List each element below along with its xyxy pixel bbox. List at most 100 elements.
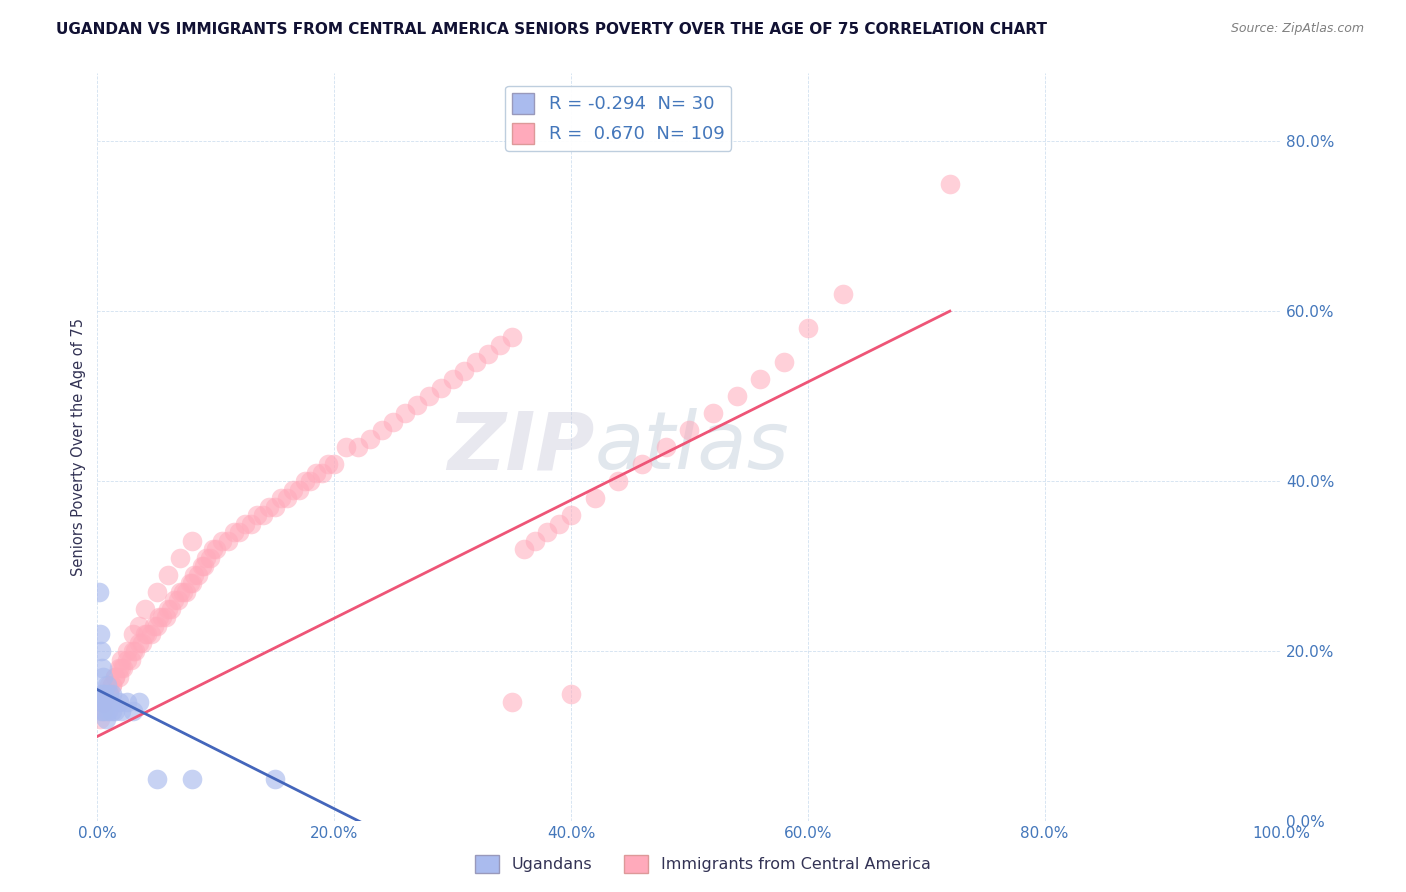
Point bbox=[347, 440, 370, 454]
Point bbox=[193, 559, 215, 574]
Point bbox=[100, 678, 122, 692]
Legend: Ugandans, Immigrants from Central America: Ugandans, Immigrants from Central Americ… bbox=[468, 848, 938, 880]
Text: atlas: atlas bbox=[595, 409, 789, 486]
Point bbox=[252, 508, 274, 523]
Point bbox=[96, 695, 118, 709]
Text: ZIP: ZIP bbox=[447, 409, 595, 486]
Point bbox=[536, 525, 558, 540]
Point bbox=[167, 593, 190, 607]
Point bbox=[107, 695, 129, 709]
Point bbox=[145, 584, 167, 599]
Point bbox=[939, 177, 962, 191]
Point bbox=[583, 491, 606, 506]
Point bbox=[134, 627, 156, 641]
Point bbox=[264, 500, 287, 514]
Point bbox=[560, 508, 582, 523]
Point bbox=[110, 661, 132, 675]
Point bbox=[97, 704, 120, 718]
Point bbox=[270, 491, 292, 506]
Point bbox=[91, 695, 114, 709]
Point bbox=[202, 542, 225, 557]
Point bbox=[489, 338, 512, 352]
Point bbox=[240, 516, 263, 531]
Point bbox=[89, 687, 111, 701]
Point bbox=[181, 533, 204, 548]
Point bbox=[797, 321, 820, 335]
Point bbox=[749, 372, 772, 386]
Point bbox=[96, 695, 118, 709]
Point bbox=[394, 406, 416, 420]
Point bbox=[91, 670, 114, 684]
Point bbox=[122, 644, 145, 658]
Point bbox=[163, 593, 186, 607]
Point bbox=[181, 576, 204, 591]
Point bbox=[120, 653, 142, 667]
Point bbox=[198, 550, 221, 565]
Point bbox=[94, 695, 117, 709]
Point bbox=[91, 687, 114, 701]
Point bbox=[122, 627, 145, 641]
Point bbox=[124, 644, 146, 658]
Point bbox=[512, 542, 534, 557]
Point bbox=[98, 678, 121, 692]
Point bbox=[152, 610, 174, 624]
Point bbox=[287, 483, 309, 497]
Point bbox=[299, 475, 322, 489]
Point bbox=[276, 491, 298, 506]
Point bbox=[107, 670, 129, 684]
Point bbox=[139, 627, 162, 641]
Point bbox=[128, 695, 150, 709]
Point bbox=[181, 772, 204, 786]
Point bbox=[98, 687, 121, 701]
Point bbox=[145, 772, 167, 786]
Point bbox=[107, 661, 129, 675]
Text: Source: ZipAtlas.com: Source: ZipAtlas.com bbox=[1230, 22, 1364, 36]
Point bbox=[90, 644, 112, 658]
Point bbox=[195, 550, 218, 565]
Point bbox=[305, 466, 328, 480]
Point bbox=[104, 670, 127, 684]
Point bbox=[501, 695, 523, 709]
Point bbox=[122, 704, 145, 718]
Point bbox=[148, 610, 170, 624]
Point bbox=[128, 636, 150, 650]
Point bbox=[264, 772, 287, 786]
Point bbox=[157, 567, 180, 582]
Point bbox=[406, 398, 429, 412]
Point bbox=[115, 644, 138, 658]
Point bbox=[89, 712, 111, 726]
Point bbox=[96, 687, 118, 701]
Point bbox=[179, 576, 201, 591]
Point bbox=[832, 287, 855, 301]
Point bbox=[316, 457, 339, 471]
Point bbox=[204, 542, 226, 557]
Point bbox=[453, 364, 475, 378]
Point bbox=[222, 525, 245, 540]
Point bbox=[169, 584, 191, 599]
Point bbox=[477, 346, 499, 360]
Point bbox=[128, 619, 150, 633]
Point bbox=[91, 695, 114, 709]
Point bbox=[347, 831, 370, 846]
Point bbox=[104, 704, 127, 718]
Point bbox=[465, 355, 488, 369]
Point bbox=[91, 661, 114, 675]
Point bbox=[136, 627, 159, 641]
Point bbox=[335, 440, 357, 454]
Point bbox=[607, 475, 630, 489]
Point bbox=[155, 610, 177, 624]
Text: UGANDAN VS IMMIGRANTS FROM CENTRAL AMERICA SENIORS POVERTY OVER THE AGE OF 75 CO: UGANDAN VS IMMIGRANTS FROM CENTRAL AMERI… bbox=[56, 22, 1047, 37]
Point bbox=[228, 525, 250, 540]
Y-axis label: Seniors Poverty Over the Age of 75: Seniors Poverty Over the Age of 75 bbox=[72, 318, 86, 576]
Point bbox=[98, 695, 121, 709]
Point bbox=[281, 483, 304, 497]
Point bbox=[370, 423, 392, 437]
Point bbox=[100, 687, 122, 701]
Point bbox=[560, 687, 582, 701]
Point bbox=[110, 653, 132, 667]
Point bbox=[94, 712, 117, 726]
Point bbox=[89, 627, 111, 641]
Point bbox=[145, 619, 167, 633]
Point bbox=[524, 533, 547, 548]
Point bbox=[143, 619, 166, 633]
